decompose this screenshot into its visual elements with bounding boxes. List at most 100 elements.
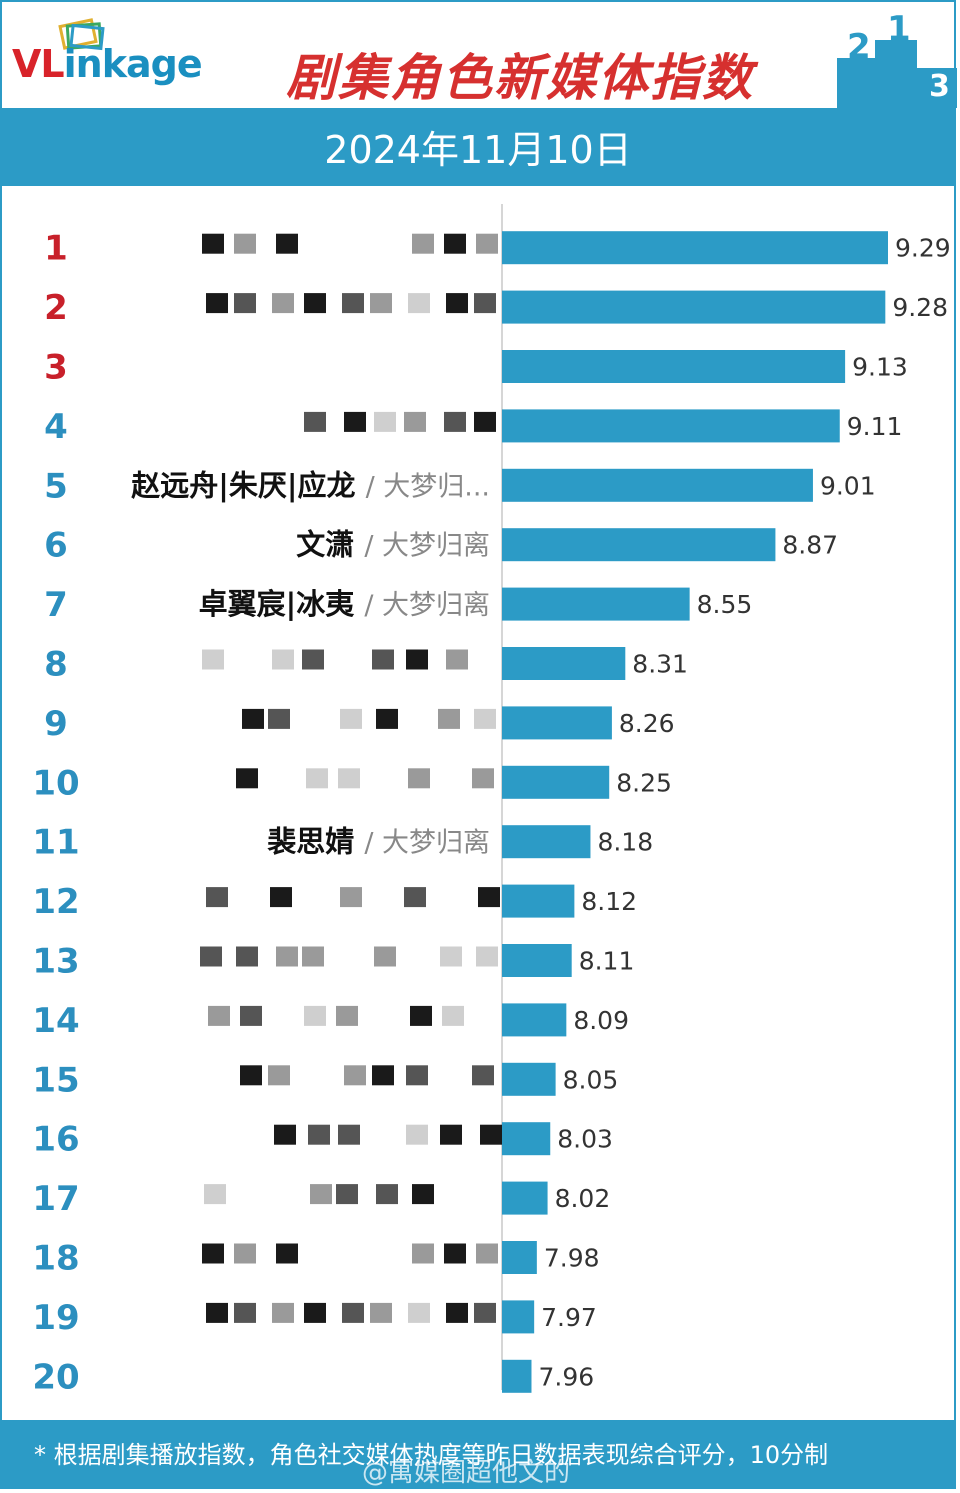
redacted-block	[372, 649, 394, 670]
redacted-block	[202, 649, 224, 670]
rank-label: 12	[32, 882, 79, 922]
row-label: 裴思婧 / 大梦归离	[267, 825, 490, 859]
redacted-block	[412, 1184, 434, 1205]
logo-cards-icon	[58, 18, 105, 51]
drama-title: / 大梦归...	[366, 471, 490, 502]
row-label: 卓翼宸|冰夷 / 大梦归离	[199, 587, 490, 621]
redacted-block	[340, 708, 362, 729]
redacted-block	[406, 649, 428, 670]
redacted-block	[372, 1065, 394, 1086]
redacted-block	[276, 946, 298, 967]
redacted-block	[440, 946, 462, 967]
redacted-block	[476, 1243, 498, 1264]
redacted-block	[272, 1302, 294, 1323]
rank-label: 7	[44, 585, 68, 625]
value-label: 7.97	[541, 1303, 597, 1332]
value-label: 8.12	[581, 887, 637, 916]
vlinkage-logo: VLinkage	[12, 42, 203, 86]
rank-label: 8	[44, 645, 68, 685]
redacted-block	[338, 1124, 360, 1145]
drama-title: / 大梦归离	[364, 828, 490, 859]
value-label: 7.96	[538, 1362, 594, 1391]
rank-label: 5	[44, 466, 68, 506]
bar	[502, 1003, 567, 1037]
value-label: 8.55	[697, 590, 753, 619]
redacted-block	[446, 649, 468, 670]
redacted-block	[234, 233, 256, 254]
bar	[502, 765, 610, 799]
redacted-block	[408, 1302, 430, 1323]
value-label: 8.02	[555, 1184, 611, 1213]
redacted-block	[236, 768, 258, 789]
character-name: 文潇	[296, 528, 364, 562]
redacted-block	[404, 411, 426, 432]
redacted-block	[336, 1005, 358, 1026]
redacted-block	[240, 1005, 262, 1026]
value-label: 8.05	[563, 1065, 619, 1094]
redacted-block	[204, 1184, 226, 1205]
value-label: 9.28	[892, 293, 948, 322]
redacted-block	[342, 1302, 364, 1323]
bar	[502, 1181, 548, 1215]
redacted-block	[376, 708, 398, 729]
rank-label: 15	[32, 1060, 79, 1100]
bar	[502, 528, 776, 562]
redacted-block	[474, 1302, 496, 1323]
bar	[502, 468, 813, 502]
bar	[502, 944, 572, 977]
redacted-block	[308, 1124, 330, 1145]
redacted-block	[242, 708, 264, 729]
bar	[502, 587, 690, 621]
bar	[502, 706, 612, 740]
redacted-block	[342, 293, 364, 314]
redacted-block	[304, 1005, 326, 1026]
podium-rank-2: 2	[847, 27, 871, 67]
value-label: 7.98	[544, 1244, 600, 1273]
redacted-block	[410, 1005, 432, 1026]
redacted-block	[310, 1184, 332, 1205]
bar	[502, 884, 575, 918]
bar	[502, 1122, 551, 1156]
date-banner: 2024年11月10日	[2, 108, 954, 186]
character-name: 裴思婧	[267, 825, 364, 859]
rank-label: 16	[32, 1120, 79, 1160]
redacted-block	[206, 1302, 228, 1323]
redacted-block	[236, 946, 258, 967]
character-name: 卓翼宸|冰夷	[199, 587, 365, 621]
rank-label: 3	[44, 348, 68, 388]
redacted-block	[206, 293, 228, 314]
redacted-block	[302, 649, 324, 670]
bar	[502, 825, 591, 859]
rank-label: 13	[32, 942, 79, 982]
value-label: 8.03	[557, 1125, 613, 1154]
redacted-block	[406, 1124, 428, 1145]
rank-label: 17	[32, 1179, 79, 1219]
logo-prefix: VL	[12, 42, 65, 86]
bar	[502, 409, 840, 443]
redacted-block	[202, 233, 224, 254]
redacted-block	[340, 887, 362, 908]
value-label: 8.11	[579, 947, 635, 976]
value-label: 8.09	[573, 1006, 629, 1035]
value-label: 8.87	[782, 531, 838, 560]
value-label: 8.25	[616, 768, 672, 797]
redacted-block	[408, 768, 430, 789]
bar	[502, 647, 626, 680]
value-label: 9.29	[895, 234, 951, 263]
redacted-block	[272, 649, 294, 670]
rank-label: 20	[32, 1357, 79, 1397]
redacted-block	[412, 1243, 434, 1264]
redacted-block	[202, 1243, 224, 1264]
redacted-block	[370, 1302, 392, 1323]
redacted-block	[208, 1005, 230, 1026]
redacted-block	[304, 1302, 326, 1323]
redacted-block	[472, 1065, 494, 1086]
redacted-block	[344, 411, 366, 432]
rank-label: 10	[32, 763, 79, 803]
redacted-block	[404, 887, 426, 908]
rank-label: 4	[44, 407, 68, 447]
redacted-block	[444, 1243, 466, 1264]
redacted-block	[472, 768, 494, 789]
drama-title: / 大梦归离	[364, 531, 490, 562]
